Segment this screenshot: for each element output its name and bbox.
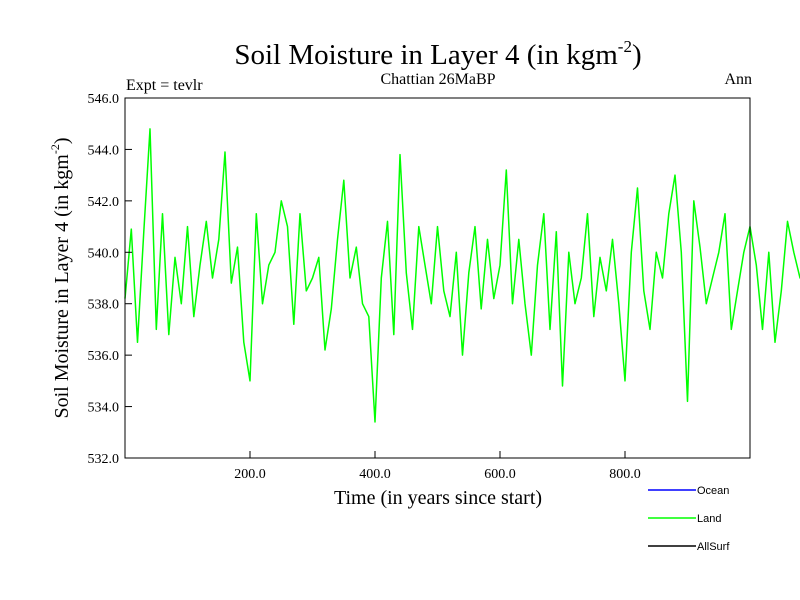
y-tick-label: 536.0 (88, 349, 120, 364)
y-tick-label: 532.0 (88, 452, 120, 467)
x-tick-label: 800.0 (609, 467, 641, 482)
chart-title-close: ) (632, 39, 642, 71)
chart-title-superscript: -2 (618, 37, 632, 56)
series-line-land (124, 128, 800, 423)
legend: Ocean Land AllSurf (648, 485, 730, 553)
plot-frame (124, 97, 751, 459)
y-axis-label-superscript: -2 (48, 144, 62, 154)
x-axis: 200.0 400.0 600.0 800.0 (234, 451, 641, 482)
y-axis-label: Soil Moisture in Layer 4 (in kgm-2) (48, 137, 73, 418)
x-axis-label: Time (in years since start) (334, 487, 542, 509)
y-tick-label: 542.0 (88, 195, 120, 210)
y-tick-label: 544.0 (88, 143, 120, 158)
x-tick-label: 600.0 (484, 467, 516, 482)
y-tick-label: 546.0 (88, 92, 120, 107)
x-tick-label: 400.0 (359, 467, 391, 482)
legend-label-land: Land (697, 513, 721, 525)
chart-title: Soil Moisture in Layer 4 (in kgm-2) (234, 37, 641, 71)
legend-label-allsurf: AllSurf (697, 541, 730, 553)
legend-label-ocean: Ocean (697, 485, 729, 497)
season-label: Ann (724, 71, 752, 88)
period-label: Chattian 26MaBP (380, 71, 495, 88)
y-axis-label-close: ) (51, 137, 73, 144)
y-tick-label: 534.0 (88, 401, 120, 416)
y-tick-label: 540.0 (88, 246, 120, 261)
experiment-label: Expt = tevlr (126, 77, 203, 94)
y-axis: 532.0 534.0 536.0 538.0 540.0 542.0 544.0 546.0 (88, 92, 132, 467)
y-tick-label: 538.0 (88, 298, 120, 313)
x-tick-label: 200.0 (234, 467, 266, 482)
